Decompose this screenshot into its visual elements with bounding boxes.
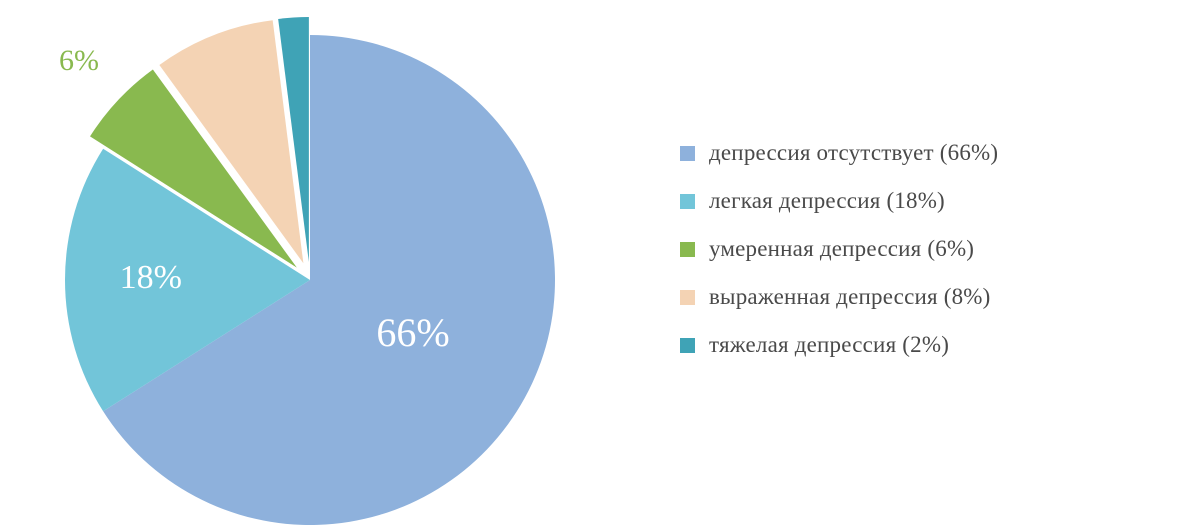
- legend: депрессия отсутствует (66%) легкая депре…: [680, 140, 1180, 380]
- legend-label: тяжелая депрессия (2%): [709, 332, 949, 358]
- legend-label: выраженная депрессия (8%): [709, 284, 991, 310]
- legend-item-severe: выраженная депрессия (8%): [680, 284, 1180, 310]
- legend-item-none: депрессия отсутствует (66%): [680, 140, 1180, 166]
- pie-slice-label-light: 18%: [120, 259, 182, 296]
- legend-swatch: [680, 290, 695, 305]
- pie-chart: 66%18%6%8%2%: [30, 0, 590, 531]
- legend-item-heavy: тяжелая депрессия (2%): [680, 332, 1180, 358]
- legend-swatch: [680, 194, 695, 209]
- pie-slice-label-moderate: 6%: [59, 44, 99, 77]
- legend-label: депрессия отсутствует (66%): [709, 140, 998, 166]
- pie-svg: 66%18%6%8%2%: [30, 0, 590, 531]
- legend-label: умеренная депрессия (6%): [709, 236, 974, 262]
- chart-container: { "pie_chart": { "type": "pie", "backgro…: [0, 0, 1200, 531]
- legend-label: легкая депрессия (18%): [709, 188, 945, 214]
- legend-swatch: [680, 242, 695, 257]
- pie-slice-label-none: 66%: [376, 310, 449, 355]
- legend-swatch: [680, 338, 695, 353]
- legend-item-light: легкая депрессия (18%): [680, 188, 1180, 214]
- legend-item-moderate: умеренная депрессия (6%): [680, 236, 1180, 262]
- legend-swatch: [680, 146, 695, 161]
